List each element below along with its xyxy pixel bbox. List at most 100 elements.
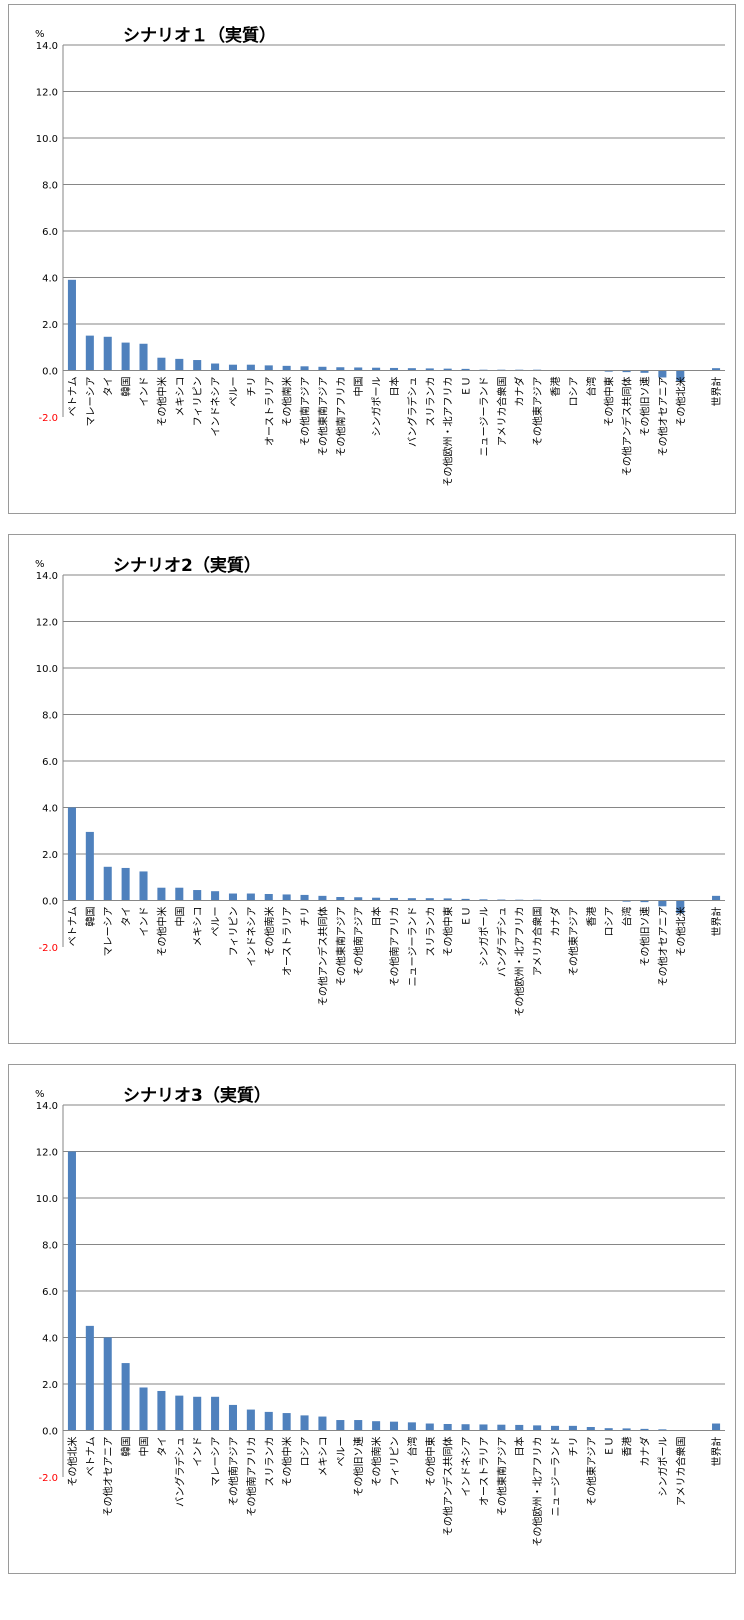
bar	[712, 895, 721, 901]
x-tick-label: シンガポール	[478, 907, 490, 967]
x-tick-label: バングラデシュ	[495, 907, 508, 978]
y-tick-label: 2.0	[42, 320, 58, 331]
bar	[157, 357, 166, 371]
x-tick-label: マレーシア	[211, 1437, 222, 1487]
x-tick-label: その他中米	[281, 1437, 294, 1487]
bar	[228, 1404, 237, 1431]
x-tick-label: チリ	[568, 1437, 580, 1457]
y-tick-label: 14.0	[36, 571, 58, 582]
x-tick-label: その他オセアニア	[102, 1437, 115, 1517]
y-tick-label: 2.0	[42, 850, 58, 861]
x-tick-label: その他東アジア	[585, 1437, 598, 1507]
bar-chart-1: 14.0 12.0 10.0 8.0 6.0 4.0 2.0 0.0 -2.0 ベトナム マレーシア…	[36, 41, 725, 486]
y-tick-label: 8.0	[42, 181, 58, 192]
y-tick-label: 8.0	[42, 711, 58, 722]
bar	[246, 364, 255, 371]
x-tick-label: その他オセアニア	[656, 907, 669, 987]
chart-panel-3: シナリオ3（実質） % 14.0 12.0 10.0 8.0 6.0 4.0 2.0 0.0 -…	[8, 1064, 736, 1574]
bar	[228, 364, 237, 371]
y-tick-label: 12.0	[36, 88, 58, 99]
bar	[479, 899, 488, 901]
bar	[640, 900, 649, 903]
bar	[389, 367, 399, 371]
bar	[336, 1420, 345, 1431]
x-tick-label: その他アンデス共同体	[621, 377, 634, 477]
bar	[622, 1428, 631, 1431]
bar	[712, 1423, 721, 1431]
bar	[85, 335, 94, 371]
x-tick-label: 中国	[173, 907, 186, 927]
bar	[622, 900, 631, 902]
x-tick-label: その他東南アジア	[495, 1437, 508, 1517]
bar	[712, 368, 721, 371]
bar	[604, 1428, 613, 1431]
bar	[551, 1425, 560, 1431]
y-tick-label: 14.0	[36, 41, 58, 52]
bar	[515, 1424, 524, 1431]
x-tick-label: 香港	[622, 1437, 634, 1457]
bar	[354, 1420, 363, 1431]
bar	[425, 898, 434, 901]
bar	[354, 367, 363, 371]
x-tick-label: チリ	[300, 907, 312, 927]
y-tick-label: 6.0	[42, 227, 58, 238]
y-tick-label: 12.0	[36, 1148, 58, 1159]
chart-panel-2: シナリオ2（実質） % 14.0 12.0 10.0 8.0 6.0 4.0 2.0 0.0 -…	[8, 534, 736, 1044]
x-tick-label: ニュージーランド	[550, 1437, 562, 1517]
y-unit-label: %	[35, 29, 45, 40]
x-tick-label: その他旧ソ連	[638, 907, 651, 967]
x-tick-label: 中国	[138, 1437, 151, 1457]
x-tick-label: インドネシア	[246, 907, 258, 967]
bar	[407, 368, 416, 371]
bar	[461, 1424, 470, 1431]
x-tick-label: その他北米	[66, 1437, 79, 1487]
bar	[658, 1429, 667, 1431]
x-tick-label: タイ	[103, 377, 115, 397]
bar	[103, 1337, 112, 1431]
bar	[658, 900, 667, 907]
x-tick-label: その他東アジア	[567, 907, 580, 977]
x-tick-label: その他中米	[155, 907, 168, 957]
x-tick-label: オーストラリア	[478, 1437, 490, 1507]
x-tick-label: ＥＵ	[462, 377, 473, 397]
x-tick-label: その他南米	[370, 1437, 383, 1487]
x-tick-label: 台湾	[621, 907, 634, 927]
x-tick-label: その他東南アジア	[316, 377, 329, 457]
x-tick-label: 韓国	[121, 377, 133, 397]
x-tick-label: その他南アジア	[227, 1437, 240, 1507]
bar	[157, 1390, 166, 1431]
bar	[121, 867, 130, 901]
x-tick-label: 世界計	[710, 907, 723, 937]
bar	[175, 887, 184, 901]
bar	[175, 1395, 184, 1431]
bar	[604, 370, 613, 372]
x-tick-label: その他中東	[424, 1437, 437, 1487]
x-tick-label: ＥＵ	[462, 907, 473, 927]
y-tick-label: 2.0	[42, 1380, 58, 1391]
x-tick-label: ベトナム	[67, 377, 79, 417]
x-tick-label: その他南アフリカ	[334, 377, 347, 457]
bar	[676, 900, 685, 914]
y-unit-label: %	[35, 559, 45, 570]
y-tick-label: 4.0	[42, 1334, 58, 1345]
bar	[139, 343, 148, 371]
y-tick-label: -2.0	[38, 943, 58, 954]
y-tick-label: -2.0	[38, 413, 58, 424]
bar	[497, 1424, 506, 1431]
bar	[85, 1325, 94, 1431]
bar	[318, 366, 327, 371]
bar	[103, 866, 112, 901]
x-tick-label: 韓国	[85, 907, 97, 927]
x-tick-label: タイ	[121, 907, 133, 927]
chart-panel-1: シナリオ１（実質） % 14.0 12.0 10.0 8.0 6.0 4.0 2.0 0.0 -…	[8, 4, 736, 514]
x-tick-label: 中国	[352, 377, 365, 397]
y-tick-label: 4.0	[42, 804, 58, 815]
bar	[282, 894, 291, 901]
bar	[157, 887, 166, 901]
x-tick-label: メキシコ	[175, 377, 186, 417]
x-tick-label: インド	[140, 907, 151, 937]
bar-chart-3: 14.0 12.0 10.0 8.0 6.0 4.0 2.0 0.0 -2.0 その他北米 ベトナム…	[36, 1101, 725, 1547]
x-tick-label: その他中東	[603, 377, 616, 427]
y-tick-label: 10.0	[36, 134, 58, 145]
bar	[676, 370, 685, 381]
